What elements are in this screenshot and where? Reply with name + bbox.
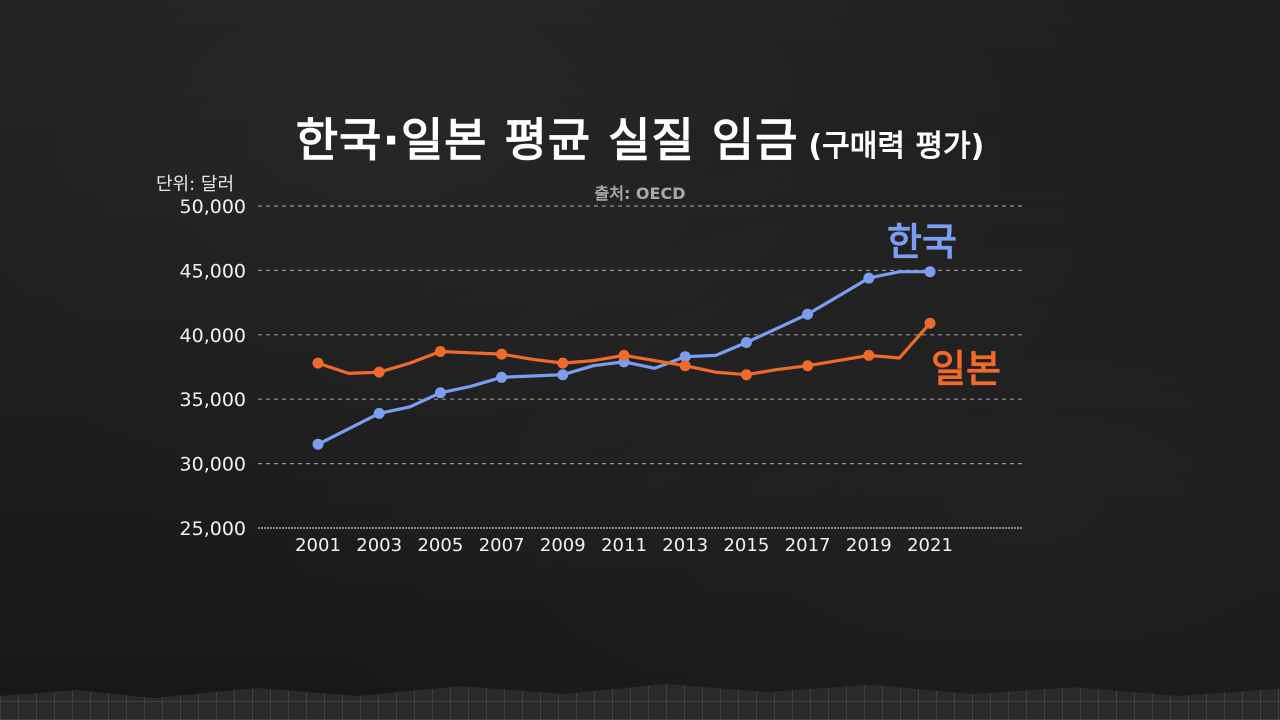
data-point — [863, 349, 875, 361]
data-point — [557, 357, 569, 369]
x-tick-label: 2007 — [479, 535, 525, 556]
data-point — [312, 438, 324, 450]
y-tick-label: 35,000 — [180, 389, 246, 411]
chart-subtitle: (구매력 평가) — [808, 129, 985, 164]
y-tick-label: 40,000 — [180, 325, 246, 347]
data-point — [740, 369, 752, 381]
data-point — [924, 266, 936, 278]
data-point — [557, 369, 569, 381]
data-point — [679, 360, 691, 372]
x-tick-label: 2001 — [295, 535, 341, 556]
data-point — [496, 348, 508, 360]
x-tick-label: 2021 — [907, 535, 953, 556]
x-tick-label: 2015 — [723, 535, 769, 556]
chart-title: 한국·일본 평균 실질 임금 — [295, 113, 799, 167]
data-point — [496, 371, 508, 383]
x-tick-label: 2009 — [540, 535, 586, 556]
unit-label: 단위: 달러 — [156, 174, 235, 195]
y-tick-label: 25,000 — [180, 518, 246, 540]
y-tick-label: 50,000 — [180, 196, 246, 218]
x-tick-label: 2017 — [785, 535, 831, 556]
data-point — [802, 308, 814, 320]
x-tick-label: 2013 — [662, 535, 708, 556]
data-point — [373, 366, 385, 378]
data-point — [740, 337, 752, 349]
chart-source: 출처: OECD — [594, 184, 686, 203]
x-tick-label: 2003 — [356, 535, 402, 556]
x-tick-label: 2011 — [601, 535, 647, 556]
chart-title-block: 한국·일본 평균 실질 임금 (구매력 평가) — [0, 104, 1280, 170]
data-point — [373, 407, 385, 419]
series-label: 일본 — [931, 347, 1001, 391]
data-point — [924, 317, 936, 329]
x-tick-label: 2005 — [417, 535, 463, 556]
data-point — [618, 349, 630, 361]
y-tick-label: 45,000 — [180, 260, 246, 282]
data-point — [434, 346, 446, 358]
data-point — [679, 351, 691, 363]
data-point — [802, 360, 814, 372]
data-point — [312, 357, 324, 369]
x-tick-label: 2019 — [846, 535, 892, 556]
y-tick-label: 30,000 — [180, 454, 246, 476]
series-label: 한국 — [887, 220, 957, 264]
data-point — [434, 387, 446, 399]
data-point — [863, 272, 875, 284]
